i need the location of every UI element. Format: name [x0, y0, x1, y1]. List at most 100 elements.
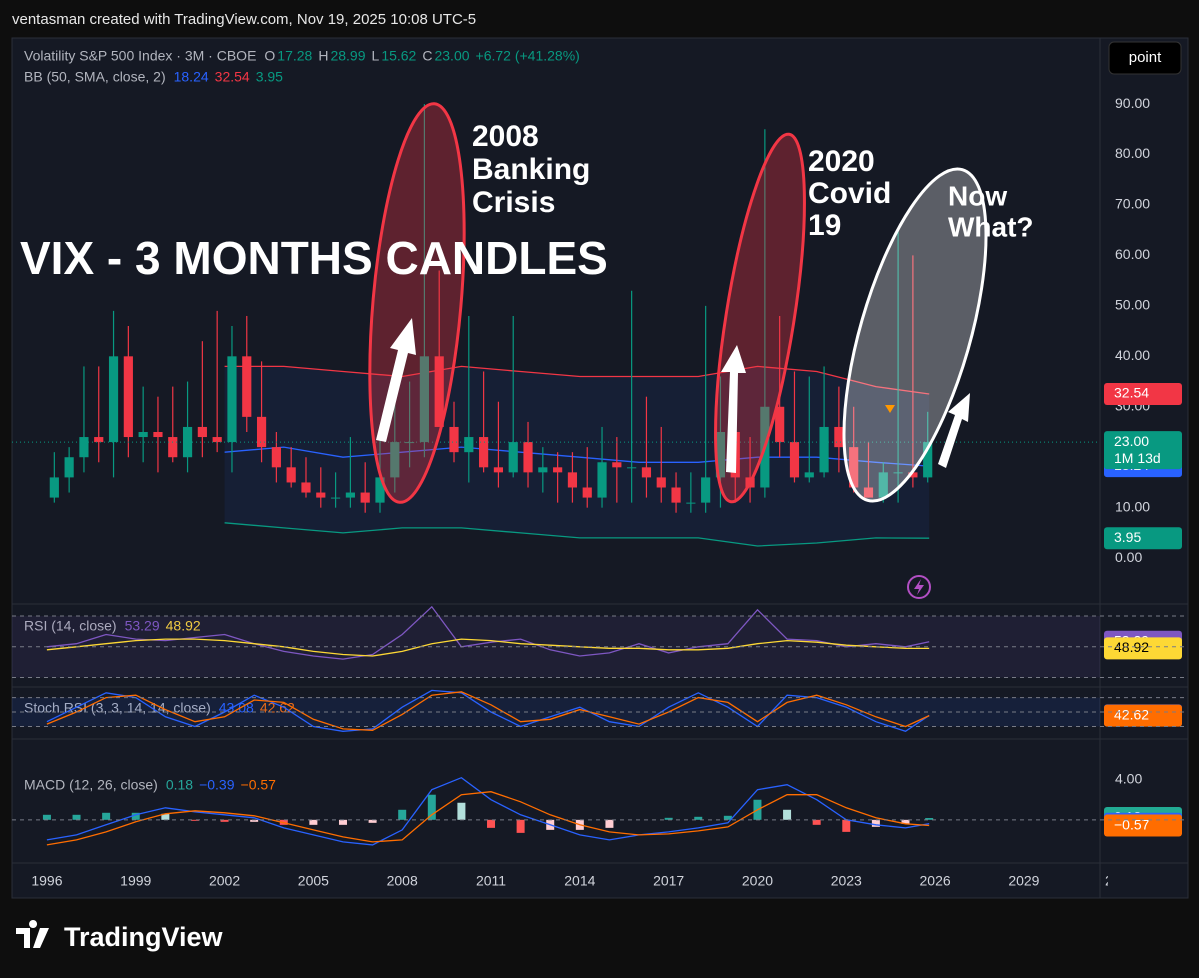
arrow [938, 393, 970, 468]
histogram-bar [842, 819, 851, 832]
badge-label: 3.95 [1114, 529, 1141, 545]
candle-body [582, 487, 592, 498]
legend-key: H [318, 48, 328, 64]
y-tick-label: 4.00 [1115, 770, 1142, 786]
candle-body [316, 492, 326, 498]
button-bg[interactable] [1108, 41, 1182, 75]
histogram-bar [131, 812, 140, 820]
candle-body [819, 426, 829, 473]
candle-body [641, 467, 652, 478]
candle-body [804, 472, 814, 478]
indicator-line [46, 605, 930, 660]
legend-title: Volatility S&P 500 Index · 3M · CBOE [24, 48, 256, 64]
histogram-bar [694, 816, 703, 820]
price-badge: 32.54 [1104, 382, 1182, 405]
x-tick-label: 2002 [209, 873, 240, 889]
legend-key: L [372, 48, 380, 64]
event-marker [885, 405, 895, 413]
histogram-bar [102, 812, 111, 820]
candle-body [701, 477, 711, 503]
logo: TradingView [16, 920, 224, 952]
candle-body [79, 437, 89, 458]
alert-icon-bolt[interactable] [914, 579, 924, 595]
histogram-bar [368, 819, 377, 823]
y-tick-label: 70.00 [1115, 196, 1150, 212]
candle-body [256, 416, 267, 448]
histogram-bar [723, 815, 732, 820]
legend-value: 53.29 [125, 618, 160, 634]
badge-bg [1104, 382, 1182, 405]
candle-body [775, 406, 785, 443]
annotation: Covid [808, 177, 891, 210]
alert-icon[interactable] [907, 575, 931, 599]
logo-text: TradingView [64, 922, 224, 952]
candle-body [567, 472, 578, 488]
histogram-bar [605, 819, 614, 828]
y-tick-label: 40.00 [1115, 347, 1150, 363]
candle-body [834, 426, 844, 448]
candle-body [863, 487, 874, 498]
candle-body [138, 432, 148, 438]
arrows [376, 318, 970, 473]
highlight-ellipse [842, 167, 988, 503]
histogram-bar [250, 819, 259, 822]
legend-change: +6.72 (+41.28%) [476, 48, 580, 64]
annotation: 19 [808, 209, 841, 242]
indicator-pane [42, 776, 934, 846]
badge-bg [1104, 431, 1182, 470]
price-badge: 48.92 [1104, 637, 1182, 660]
x-tick-label: 1996 [31, 873, 62, 889]
histogram-bar [925, 818, 934, 820]
histogram-bar [72, 814, 81, 820]
histogram-bar [427, 794, 436, 820]
candle-body [182, 426, 193, 458]
band-line [224, 365, 930, 395]
legend-value: −0.39 [199, 777, 235, 793]
candle-body [345, 492, 355, 498]
candle-body [360, 492, 370, 503]
x-tick-label: 2029 [1008, 873, 1039, 889]
annotation: VIX - 3 MONTHS CANDLES [20, 232, 608, 284]
candle-body [612, 462, 622, 468]
candle-body [479, 437, 489, 468]
candle-body [878, 472, 888, 498]
indicator-line [46, 791, 930, 846]
legend-key: C [422, 48, 432, 64]
arrow [376, 318, 416, 442]
candle-body [168, 437, 178, 458]
indicator-line [46, 689, 930, 733]
candle-body [627, 467, 637, 469]
band-line [224, 446, 930, 467]
badge-countdown: 1M 13d [1114, 450, 1161, 466]
candle-body [671, 487, 681, 503]
candle-body [493, 467, 504, 473]
legend-value: 17.28 [277, 48, 312, 64]
badge-label: 23.00 [1114, 433, 1149, 449]
candle-body [849, 447, 859, 488]
indicator-pane [12, 605, 1100, 678]
histogram-bar [457, 802, 466, 820]
legend-value: 0.18 [166, 777, 193, 793]
button-label[interactable]: point [1129, 49, 1162, 66]
x-tick-label: 2020 [742, 873, 773, 889]
candle-body [227, 356, 237, 443]
candle-body [330, 497, 341, 499]
candle-body [434, 356, 444, 427]
candle-body [908, 472, 918, 478]
y-tick-label: 60.00 [1115, 246, 1150, 262]
badge-bg [1104, 814, 1182, 837]
y-tick-label: 80.00 [1115, 145, 1150, 161]
x-tick-label: 2014 [564, 873, 595, 889]
indicator-line [46, 691, 930, 731]
y-tick-label: 10.00 [1115, 498, 1150, 514]
point-button[interactable]: point [1108, 41, 1182, 75]
candle-body [553, 467, 563, 473]
annotation: Crisis [472, 186, 555, 219]
badge-label: 32.54 [1114, 385, 1149, 401]
candle-body [405, 442, 415, 444]
annotation: 2020 [808, 145, 875, 178]
legend-value: 48.92 [166, 618, 201, 634]
price-badge: 3.95 [1104, 527, 1182, 550]
x-tick-label: 2011 [476, 873, 506, 889]
